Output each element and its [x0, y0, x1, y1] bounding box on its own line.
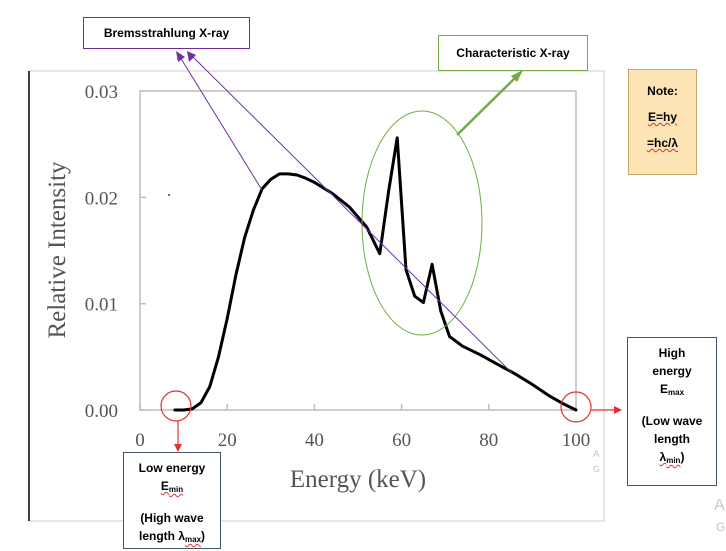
low-energy-box: Low energy Emin (High wave length λmax): [123, 452, 221, 549]
high-line-4: (Low wave: [641, 414, 703, 428]
bremsstrahlung-arrow-2: [191, 55, 513, 374]
x-tick-label: 100: [562, 430, 591, 451]
high-close: ): [680, 450, 685, 464]
y-tick-label: 0.01: [85, 295, 118, 316]
high-energy-box: High energy Emax (Low wave length λmin): [627, 337, 717, 486]
bremsstrahlung-label: Bremsstrahlung X-ray: [103, 26, 230, 40]
high-lambda-sub: min: [666, 456, 681, 465]
low-emin: Emin: [124, 477, 220, 499]
high-line-2: energy: [652, 364, 692, 378]
note-line-2: =hc/λ: [646, 136, 679, 150]
x-axis-label: Energy (keV): [290, 466, 426, 493]
bremsstrahlung-arrowhead-2: [187, 51, 196, 62]
bremsstrahlung-label-box: Bremsstrahlung X-ray: [83, 17, 250, 49]
faint-text-4: G: [716, 520, 726, 534]
characteristic-arrow: [456, 74, 519, 136]
bremsstrahlung-arrowhead-1: [176, 51, 185, 62]
low-line-1: Low energy: [138, 461, 206, 475]
emax-arrowhead: [614, 406, 622, 414]
note-title: Note:: [647, 84, 678, 98]
axis-ticks: 0 20 40 60 80 100 0.00 0.01 0.02 0.03: [85, 82, 591, 451]
characteristic-label-box: Characteristic X-ray: [438, 35, 588, 71]
characteristic-peaks-ellipse: [361, 110, 483, 336]
high-emax: Emax: [628, 380, 716, 402]
low-lambda-sub: max: [185, 535, 202, 544]
emin-arrowhead: [174, 444, 182, 452]
high-line-1: High: [658, 346, 686, 360]
stray-dot: [168, 194, 170, 196]
x-tick-label: 60: [392, 430, 411, 451]
note-box: Note: E=hy =hc/λ: [628, 69, 697, 175]
characteristic-label: Characteristic X-ray: [456, 46, 570, 60]
low-lambda-prefix: length λ: [138, 529, 185, 543]
low-line-3: (High wave: [140, 511, 204, 525]
figure-frame: [28, 70, 605, 522]
high-lambda: λmin): [628, 448, 716, 470]
high-e-sub: max: [668, 388, 685, 397]
y-tick-label: 0.02: [85, 188, 118, 209]
y-axis-label: Relative Intensity: [44, 161, 71, 339]
note-line-1: E=hy: [647, 110, 677, 124]
high-e-main: E: [659, 382, 668, 396]
emin-marker-circle: [160, 390, 192, 422]
low-lambda: length λmax): [124, 527, 220, 549]
x-tick-label: 20: [218, 430, 237, 451]
low-e-sub: min: [168, 485, 184, 494]
x-tick-label: 0: [135, 430, 145, 451]
high-lambda-main: λ: [659, 450, 667, 464]
spectrum-curve: [173, 136, 578, 412]
plot-area: [139, 90, 577, 411]
x-tick-label: 80: [479, 430, 498, 451]
x-tick-label: 40: [305, 430, 324, 451]
bremsstrahlung-arrow-1: [179, 56, 263, 191]
faint-text-3: A: [714, 497, 725, 514]
characteristic-arrowhead: [511, 70, 523, 82]
low-close: ): [201, 529, 206, 543]
emax-marker-circle: [560, 391, 592, 423]
faint-text-2: G: [593, 464, 601, 474]
faint-text-1: A: [593, 449, 600, 460]
high-line-5: length: [654, 432, 690, 446]
low-e-main: E: [160, 479, 169, 493]
y-tick-label: 0.03: [85, 82, 118, 103]
y-tick-label: 0.00: [85, 401, 118, 422]
